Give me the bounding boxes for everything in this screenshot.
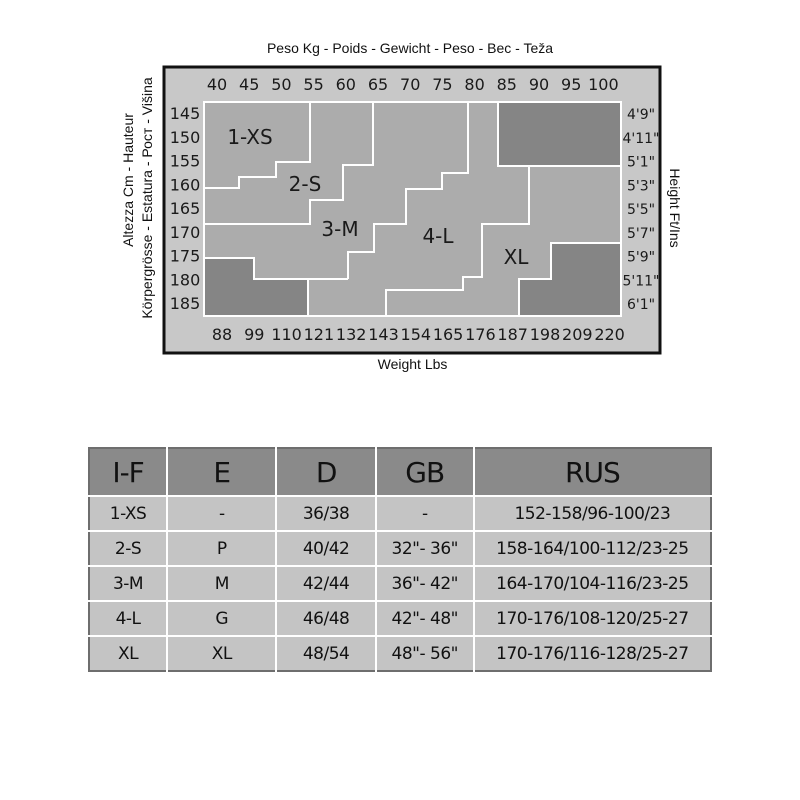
table-cell: 36/38 — [276, 495, 377, 531]
table-cell: P — [167, 530, 278, 566]
table-cell: 4-L — [89, 600, 169, 636]
excluded-area-top-right — [497, 101, 622, 167]
table-cell: - — [375, 495, 475, 531]
kg-tick-label: 50 — [271, 75, 291, 94]
cm-tick-label: 150 — [170, 128, 201, 147]
boundary-xs-s — [204, 102, 311, 189]
weight-lbs-title: Weight Lbs — [377, 356, 448, 372]
lbs-tick-label: 220 — [594, 325, 625, 344]
lbs-tick-label: 176 — [465, 325, 496, 344]
size-chart: 40 45 50 55 60 65 70 75 80 85 90 95 100 88 99 110 121 132… — [162, 65, 662, 355]
cm-tick-label: 165 — [170, 199, 201, 218]
ft-tick-label: 6'1" — [627, 297, 655, 313]
table-cell: XL — [89, 635, 169, 671]
boundary-m-l — [347, 102, 469, 279]
table-cell: 48/54 — [276, 635, 377, 671]
ft-tick-label: 5'7" — [627, 226, 655, 242]
table-row: 4-L G 46/48 42"- 48" 170-176/108-120/25-27 — [89, 600, 711, 636]
kg-tick-label: 40 — [207, 75, 227, 94]
cm-tick-label: 185 — [170, 294, 201, 313]
ft-tick-label: 5'9" — [627, 250, 655, 266]
size-region-label: 3-M — [321, 217, 358, 241]
column-header: E — [167, 448, 278, 496]
cm-tick-label: 175 — [170, 247, 201, 266]
lbs-tick-label: 110 — [271, 325, 302, 344]
table-cell: 42/44 — [276, 565, 377, 601]
cm-tick-label: 180 — [170, 270, 201, 289]
table-cell: 152-158/96-100/23 — [473, 495, 711, 531]
excluded-area-bottom-right — [518, 242, 622, 317]
table-cell: 36"- 42" — [375, 565, 475, 601]
lbs-tick-label: 132 — [336, 325, 367, 344]
table-cell: 170-176/108-120/25-27 — [473, 600, 711, 636]
column-header: D — [276, 448, 377, 496]
table-cell: 32"- 36" — [375, 530, 475, 566]
table-cell: - — [167, 495, 278, 531]
column-header: RUS — [473, 448, 711, 496]
table-cell: 42"- 48" — [375, 600, 475, 636]
lbs-tick-label: 209 — [562, 325, 593, 344]
size-region-label: 1-XS — [227, 125, 272, 149]
table-cell: 1-XS — [89, 495, 169, 531]
table-cell: G — [167, 600, 278, 636]
ft-tick-label: 5'11" — [622, 273, 659, 289]
column-header: GB — [375, 448, 475, 496]
ft-tick-label: 5'3" — [627, 178, 655, 194]
lbs-tick-label: 154 — [401, 325, 432, 344]
ft-tick-label: 5'1" — [627, 155, 655, 171]
kg-tick-label: 65 — [368, 75, 388, 94]
column-header: I-F — [89, 448, 169, 496]
table-cell: 40/42 — [276, 530, 377, 566]
size-conversion-table: I-F E D GB RUS 1-XS -36/38-152-158/96-100/23 2… — [88, 447, 712, 672]
boundary-l-xl — [385, 166, 530, 316]
kg-tick-label: 60 — [336, 75, 356, 94]
ft-tick-label: 4'11" — [622, 131, 659, 147]
lbs-tick-label: 187 — [497, 325, 528, 344]
size-region-label: 4-L — [422, 224, 454, 248]
lbs-tick-label: 99 — [244, 325, 264, 344]
weight-kg-title: Peso Kg - Poids - Gewicht - Peso - Bec -… — [266, 40, 554, 56]
table-row: 3-M M 42/44 36"- 42" 164-170/104-116/23-25 — [89, 565, 711, 601]
kg-tick-label: 95 — [561, 75, 581, 94]
lbs-tick-label: 165 — [433, 325, 464, 344]
table-cell: 3-M — [89, 565, 169, 601]
cm-tick-label: 145 — [170, 104, 201, 123]
table-cell: 164-170/104-116/23-25 — [473, 565, 711, 601]
table-row: XL XL 48/54 48"- 56" 170-176/116-128/25-27 — [89, 635, 711, 671]
lbs-tick-label: 143 — [368, 325, 399, 344]
table-row: 2-S P 40/42 32"- 36" 158-164/100-112/23-25 — [89, 530, 711, 566]
lbs-tick-label: 88 — [212, 325, 232, 344]
cm-tick-label: 155 — [170, 152, 201, 171]
size-region-label: XL — [504, 245, 530, 269]
size-region-label: 2-S — [289, 172, 322, 196]
lbs-tick-label: 198 — [530, 325, 561, 344]
kg-tick-label: 90 — [529, 75, 549, 94]
kg-tick-label: 55 — [303, 75, 323, 94]
table-header-row: I-F E D GB RUS — [89, 448, 711, 496]
table-cell: 158-164/100-112/23-25 — [473, 530, 711, 566]
cm-tick-label: 160 — [170, 175, 201, 194]
table-cell: M — [167, 565, 278, 601]
table-cell: 2-S — [89, 530, 169, 566]
ft-tick-label: 4'9" — [627, 107, 655, 123]
kg-tick-label: 80 — [464, 75, 484, 94]
kg-tick-label: 75 — [432, 75, 452, 94]
table-cell: 170-176/116-128/25-27 — [473, 635, 711, 671]
boundary-s-m — [204, 102, 374, 225]
table-row: 1-XS -36/38-152-158/96-100/23 — [89, 495, 711, 531]
kg-tick-label: 100 — [588, 75, 619, 94]
table-cell: 48"- 56" — [375, 635, 475, 671]
cm-tick-label: 170 — [170, 223, 201, 242]
kg-tick-label: 70 — [400, 75, 420, 94]
ft-tick-label: 5'5" — [627, 202, 655, 218]
table-cell: XL — [167, 635, 278, 671]
lbs-tick-label: 121 — [304, 325, 335, 344]
kg-tick-label: 85 — [497, 75, 517, 94]
table-cell: 46/48 — [276, 600, 377, 636]
kg-tick-label: 45 — [239, 75, 259, 94]
